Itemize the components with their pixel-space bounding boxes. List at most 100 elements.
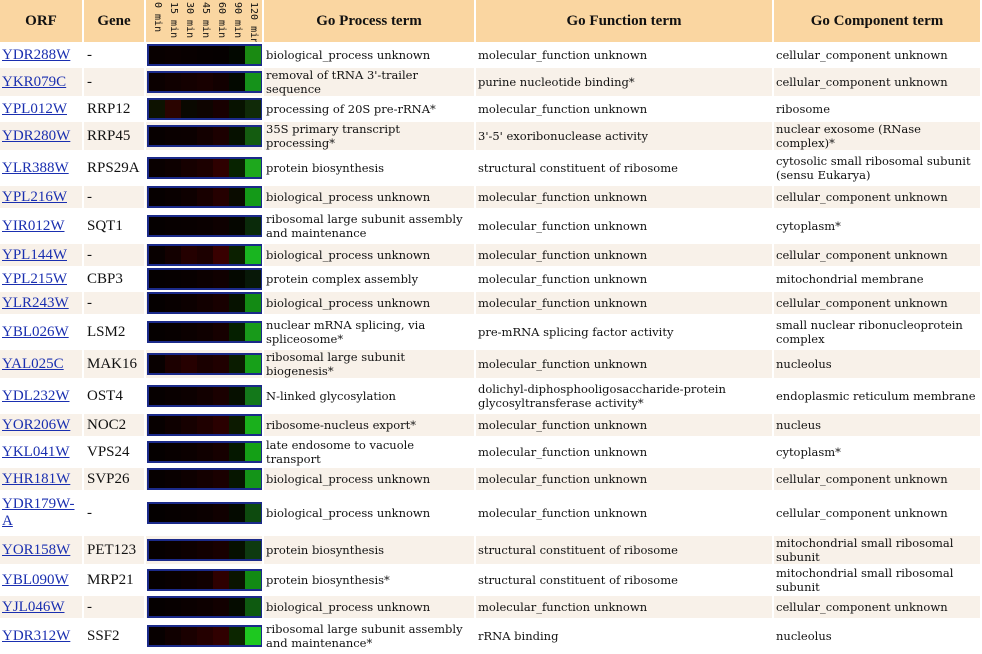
expression-heatmap xyxy=(147,353,262,375)
gene-cell: - xyxy=(84,44,146,68)
heatmap-swatch xyxy=(245,270,261,288)
heatmap-swatch xyxy=(165,571,181,589)
heatmap-swatch xyxy=(165,598,181,616)
heatmap-swatch xyxy=(181,323,197,341)
heatmap-swatch xyxy=(213,416,229,434)
time-label: 90 min xyxy=(232,2,243,39)
heatmap-swatch xyxy=(165,387,181,405)
heatmap-cell xyxy=(146,468,264,492)
expression-heatmap xyxy=(147,414,262,436)
heatmap-swatch xyxy=(213,294,229,312)
component-term-cell: mitochondrial small ribosomal subunit xyxy=(774,536,982,566)
heatmap-swatch xyxy=(165,416,181,434)
heatmap-swatch xyxy=(165,46,181,64)
heatmap-swatch xyxy=(245,159,261,177)
orf-link[interactable]: YLR243W xyxy=(2,294,69,311)
process-term-cell: biological_process unknown xyxy=(264,292,476,316)
heatmap-swatch xyxy=(213,355,229,373)
process-term-cell: protein biosynthesis* xyxy=(264,566,476,596)
heatmap-swatch xyxy=(181,188,197,206)
function-term-cell: structural constituent of ribosome xyxy=(476,536,774,566)
heatmap-swatch xyxy=(245,355,261,373)
orf-link[interactable]: YOR206W xyxy=(2,416,71,433)
function-term-cell: purine nucleotide binding* xyxy=(476,68,774,98)
heatmap-swatch xyxy=(229,541,245,559)
heatmap-swatch xyxy=(197,159,213,177)
heatmap-swatch xyxy=(213,246,229,264)
function-term-cell: pre-mRNA splicing factor activity xyxy=(476,316,774,350)
orf-link[interactable]: YDR312W xyxy=(2,627,71,644)
heatmap-swatch xyxy=(165,470,181,488)
gene-cell: SSF2 xyxy=(84,620,146,654)
heatmap-swatch xyxy=(245,416,261,434)
orf-link[interactable]: YKR079C xyxy=(2,73,67,90)
heatmap-swatch xyxy=(165,159,181,177)
table-row: YLR243W - biological_process unknown molecu… xyxy=(0,292,982,316)
heatmap-swatch xyxy=(245,73,261,91)
heatmap-swatch xyxy=(229,323,245,341)
header-row: ORF Gene 0 min 15 min 30 min 45 min 60 min 90… xyxy=(0,0,982,44)
heatmap-swatch xyxy=(181,246,197,264)
orf-link[interactable]: YPL216W xyxy=(2,188,67,205)
orf-link[interactable]: YIR012W xyxy=(2,217,65,234)
component-term-cell: cytoplasm* xyxy=(774,210,982,244)
orf-link[interactable]: YDL232W xyxy=(2,387,70,404)
orf-link[interactable]: YJL046W xyxy=(2,598,65,615)
heatmap-swatch xyxy=(181,355,197,373)
heatmap-cell xyxy=(146,492,264,536)
function-term-cell: molecular_function unknown xyxy=(476,98,774,122)
table-row: YPL215W CBP3 protein complex assembly molec… xyxy=(0,268,982,292)
heatmap-swatch xyxy=(229,416,245,434)
process-term-cell: protein complex assembly xyxy=(264,268,476,292)
function-header: Go Function term xyxy=(476,0,774,44)
orf-cell: YPL144W xyxy=(0,244,84,268)
orf-link[interactable]: YDR288W xyxy=(2,46,71,63)
function-term-cell: rRNA binding xyxy=(476,620,774,654)
heatmap-swatch xyxy=(229,100,245,118)
gene-cell: CBP3 xyxy=(84,268,146,292)
heatmap-cell xyxy=(146,596,264,620)
heatmap-swatch xyxy=(213,127,229,145)
table-row: YIR012W SQT1 ribosomal large subunit assem… xyxy=(0,210,982,244)
orf-link[interactable]: YBL026W xyxy=(2,323,69,340)
heatmap-cell xyxy=(146,438,264,468)
heatmap-swatch xyxy=(197,188,213,206)
heatmap-cell xyxy=(146,414,264,438)
orf-link[interactable]: YPL012W xyxy=(2,100,67,117)
time-label: 30 min xyxy=(184,2,195,39)
process-term-cell: biological_process unknown xyxy=(264,186,476,210)
orf-link[interactable]: YLR388W xyxy=(2,159,69,176)
orf-link[interactable]: YKL041W xyxy=(2,443,70,460)
orf-link[interactable]: YDR280W xyxy=(2,127,71,144)
heatmap-swatch xyxy=(213,188,229,206)
heatmap-swatch xyxy=(149,100,165,118)
expression-heatmap xyxy=(147,98,262,120)
process-term-cell: ribosomal large subunit biogenesis* xyxy=(264,350,476,380)
heatmap-cell xyxy=(146,316,264,350)
orf-link[interactable]: YPL144W xyxy=(2,246,67,263)
orf-link[interactable]: YPL215W xyxy=(2,270,67,287)
process-term-cell: biological_process unknown xyxy=(264,492,476,536)
heatmap-swatch xyxy=(149,294,165,312)
heatmap-swatch xyxy=(213,323,229,341)
orf-link[interactable]: YAL025C xyxy=(2,355,64,372)
component-term-cell: nucleus xyxy=(774,414,982,438)
table-row: YDL232W OST4 N-linked glycosylation dolichy… xyxy=(0,380,982,414)
orf-link[interactable]: YHR181W xyxy=(2,470,71,487)
heatmap-swatch xyxy=(213,100,229,118)
heatmap-swatch xyxy=(197,504,213,522)
orf-link[interactable]: YBL090W xyxy=(2,571,69,588)
expression-heatmap xyxy=(147,539,262,561)
heatmap-swatch xyxy=(165,627,181,645)
orf-link[interactable]: YOR158W xyxy=(2,541,71,558)
expression-heatmap xyxy=(147,125,262,147)
orf-link[interactable]: YDR179W-A xyxy=(2,496,75,529)
function-term-cell: molecular_function unknown xyxy=(476,292,774,316)
heatmap-swatch xyxy=(181,416,197,434)
gene-header: Gene xyxy=(84,0,146,44)
orf-cell: YDL232W xyxy=(0,380,84,414)
heatmap-swatch xyxy=(229,46,245,64)
heatmap-swatch xyxy=(181,470,197,488)
heatmap-swatch xyxy=(197,416,213,434)
heatmap-cell xyxy=(146,122,264,152)
